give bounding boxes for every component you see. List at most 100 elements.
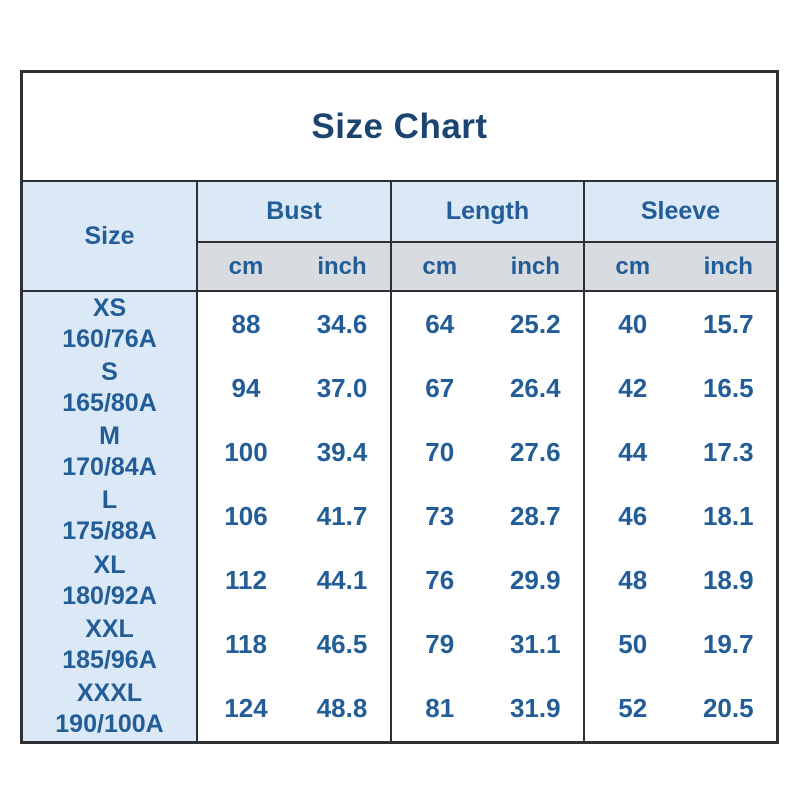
unit-label-inch: inch — [703, 252, 753, 280]
table-row-bust-values: 100 39.4 — [196, 420, 390, 485]
table-row-sleeve-values: 44 17.3 — [583, 420, 776, 485]
sleeve-inch-value: 20.5 — [702, 693, 754, 724]
size-label: XS 160/76A — [23, 292, 196, 357]
units-header-sleeve: cm inch — [583, 243, 776, 292]
length-inch-value: 25.2 — [509, 308, 561, 339]
column-header-size: Size — [23, 182, 196, 292]
size-spec: 185/96A — [62, 645, 157, 674]
table-row-length-values: 67 26.4 — [390, 356, 583, 421]
bust-inch-value: 41.7 — [316, 500, 368, 531]
bust-cm-value: 112 — [225, 565, 267, 596]
bust-inch-value: 34.6 — [316, 308, 368, 339]
unit-label-inch: inch — [510, 252, 560, 280]
length-inch-value: 28.7 — [509, 500, 561, 531]
table-row-sleeve-values: 50 19.7 — [583, 612, 776, 677]
units-header-length: cm inch — [390, 243, 583, 292]
sleeve-inch-value: 17.3 — [702, 436, 754, 467]
sleeve-inch-value: 18.1 — [702, 500, 754, 531]
table-row-length-values: 76 29.9 — [390, 548, 583, 613]
length-cm-value: 81 — [425, 693, 455, 724]
sleeve-cm-value: 52 — [618, 693, 648, 724]
units-header-bust: cm inch — [196, 243, 390, 292]
bust-inch-value: 46.5 — [316, 629, 368, 660]
length-cm-value: 73 — [425, 500, 455, 531]
size-code: M — [99, 422, 120, 451]
sleeve-cm-value: 42 — [618, 372, 648, 403]
length-cm-value: 76 — [425, 565, 455, 596]
size-spec: 180/92A — [62, 581, 157, 610]
page-title: Size Chart — [23, 73, 776, 182]
bust-cm-value: 94 — [231, 372, 261, 403]
unit-label-cm: cm — [228, 252, 264, 280]
sleeve-cm-value: 46 — [618, 500, 648, 531]
column-header-bust: Bust — [196, 182, 390, 243]
unit-label-inch: inch — [317, 252, 367, 280]
bust-cm-value: 118 — [225, 629, 267, 660]
size-label: L 175/88A — [23, 484, 196, 549]
bust-inch-value: 39.4 — [316, 436, 368, 467]
sleeve-inch-value: 16.5 — [702, 372, 754, 403]
length-inch-value: 27.6 — [509, 436, 561, 467]
bust-cm-value: 106 — [224, 500, 268, 531]
sleeve-cm-value: 50 — [618, 629, 648, 660]
size-spec: 190/100A — [55, 709, 164, 738]
size-spec: 165/80A — [62, 389, 157, 418]
table-row-sleeve-values: 52 20.5 — [583, 676, 776, 741]
bust-inch-value: 44.1 — [316, 565, 368, 596]
table-row-bust-values: 88 34.6 — [196, 292, 390, 357]
size-code: XXXL — [76, 678, 143, 707]
table-row-bust-values: 112 44.1 — [196, 548, 390, 613]
table-row-sleeve-values: 40 15.7 — [583, 292, 776, 357]
size-spec: 170/84A — [62, 453, 157, 482]
sleeve-cm-value: 40 — [618, 308, 648, 339]
table-row-length-values: 64 25.2 — [390, 292, 583, 357]
length-cm-value: 64 — [425, 308, 455, 339]
unit-label-cm: cm — [615, 252, 651, 280]
size-code: XS — [92, 294, 127, 323]
size-spec: 175/88A — [62, 517, 157, 546]
table-row-bust-values: 106 41.7 — [196, 484, 390, 549]
sleeve-cm-value: 44 — [618, 436, 648, 467]
table-row-sleeve-values: 42 16.5 — [583, 356, 776, 421]
unit-label-cm: cm — [422, 252, 458, 280]
sleeve-cm-value: 48 — [618, 565, 648, 596]
size-label: S 165/80A — [23, 356, 196, 421]
size-label: XL 180/92A — [23, 548, 196, 613]
size-code: L — [101, 486, 118, 515]
sleeve-inch-value: 15.7 — [702, 308, 754, 339]
table-row-length-values: 79 31.1 — [390, 612, 583, 677]
length-inch-value: 31.9 — [509, 693, 561, 724]
size-code: XL — [93, 550, 126, 579]
length-inch-value: 29.9 — [509, 565, 561, 596]
length-cm-value: 67 — [425, 372, 455, 403]
length-inch-value: 31.1 — [509, 629, 561, 660]
table-row-bust-values: 94 37.0 — [196, 356, 390, 421]
length-inch-value: 26.4 — [509, 372, 561, 403]
length-cm-value: 70 — [425, 436, 455, 467]
table-row-length-values: 70 27.6 — [390, 420, 583, 485]
table-row-bust-values: 124 48.8 — [196, 676, 390, 741]
bust-inch-value: 37.0 — [316, 372, 368, 403]
size-code: XXL — [85, 614, 134, 643]
size-label: XXL 185/96A — [23, 612, 196, 677]
column-header-length: Length — [390, 182, 583, 243]
size-chart-table: Size Chart Size Bust Length Sleeve cm in… — [20, 70, 779, 744]
table-row-length-values: 73 28.7 — [390, 484, 583, 549]
bust-cm-value: 88 — [231, 308, 261, 339]
sleeve-inch-value: 18.9 — [702, 565, 754, 596]
bust-cm-value: 124 — [224, 693, 268, 724]
table-row-bust-values: 118 46.5 — [196, 612, 390, 677]
size-label: XXXL 190/100A — [23, 676, 196, 741]
table-row-sleeve-values: 48 18.9 — [583, 548, 776, 613]
bust-cm-value: 100 — [224, 436, 268, 467]
column-header-sleeve: Sleeve — [583, 182, 776, 243]
size-code: S — [101, 358, 118, 387]
table-row-sleeve-values: 46 18.1 — [583, 484, 776, 549]
bust-inch-value: 48.8 — [316, 693, 368, 724]
sleeve-inch-value: 19.7 — [702, 629, 754, 660]
length-cm-value: 79 — [425, 629, 455, 660]
size-label: M 170/84A — [23, 420, 196, 485]
size-spec: 160/76A — [62, 325, 157, 354]
table-row-length-values: 81 31.9 — [390, 676, 583, 741]
